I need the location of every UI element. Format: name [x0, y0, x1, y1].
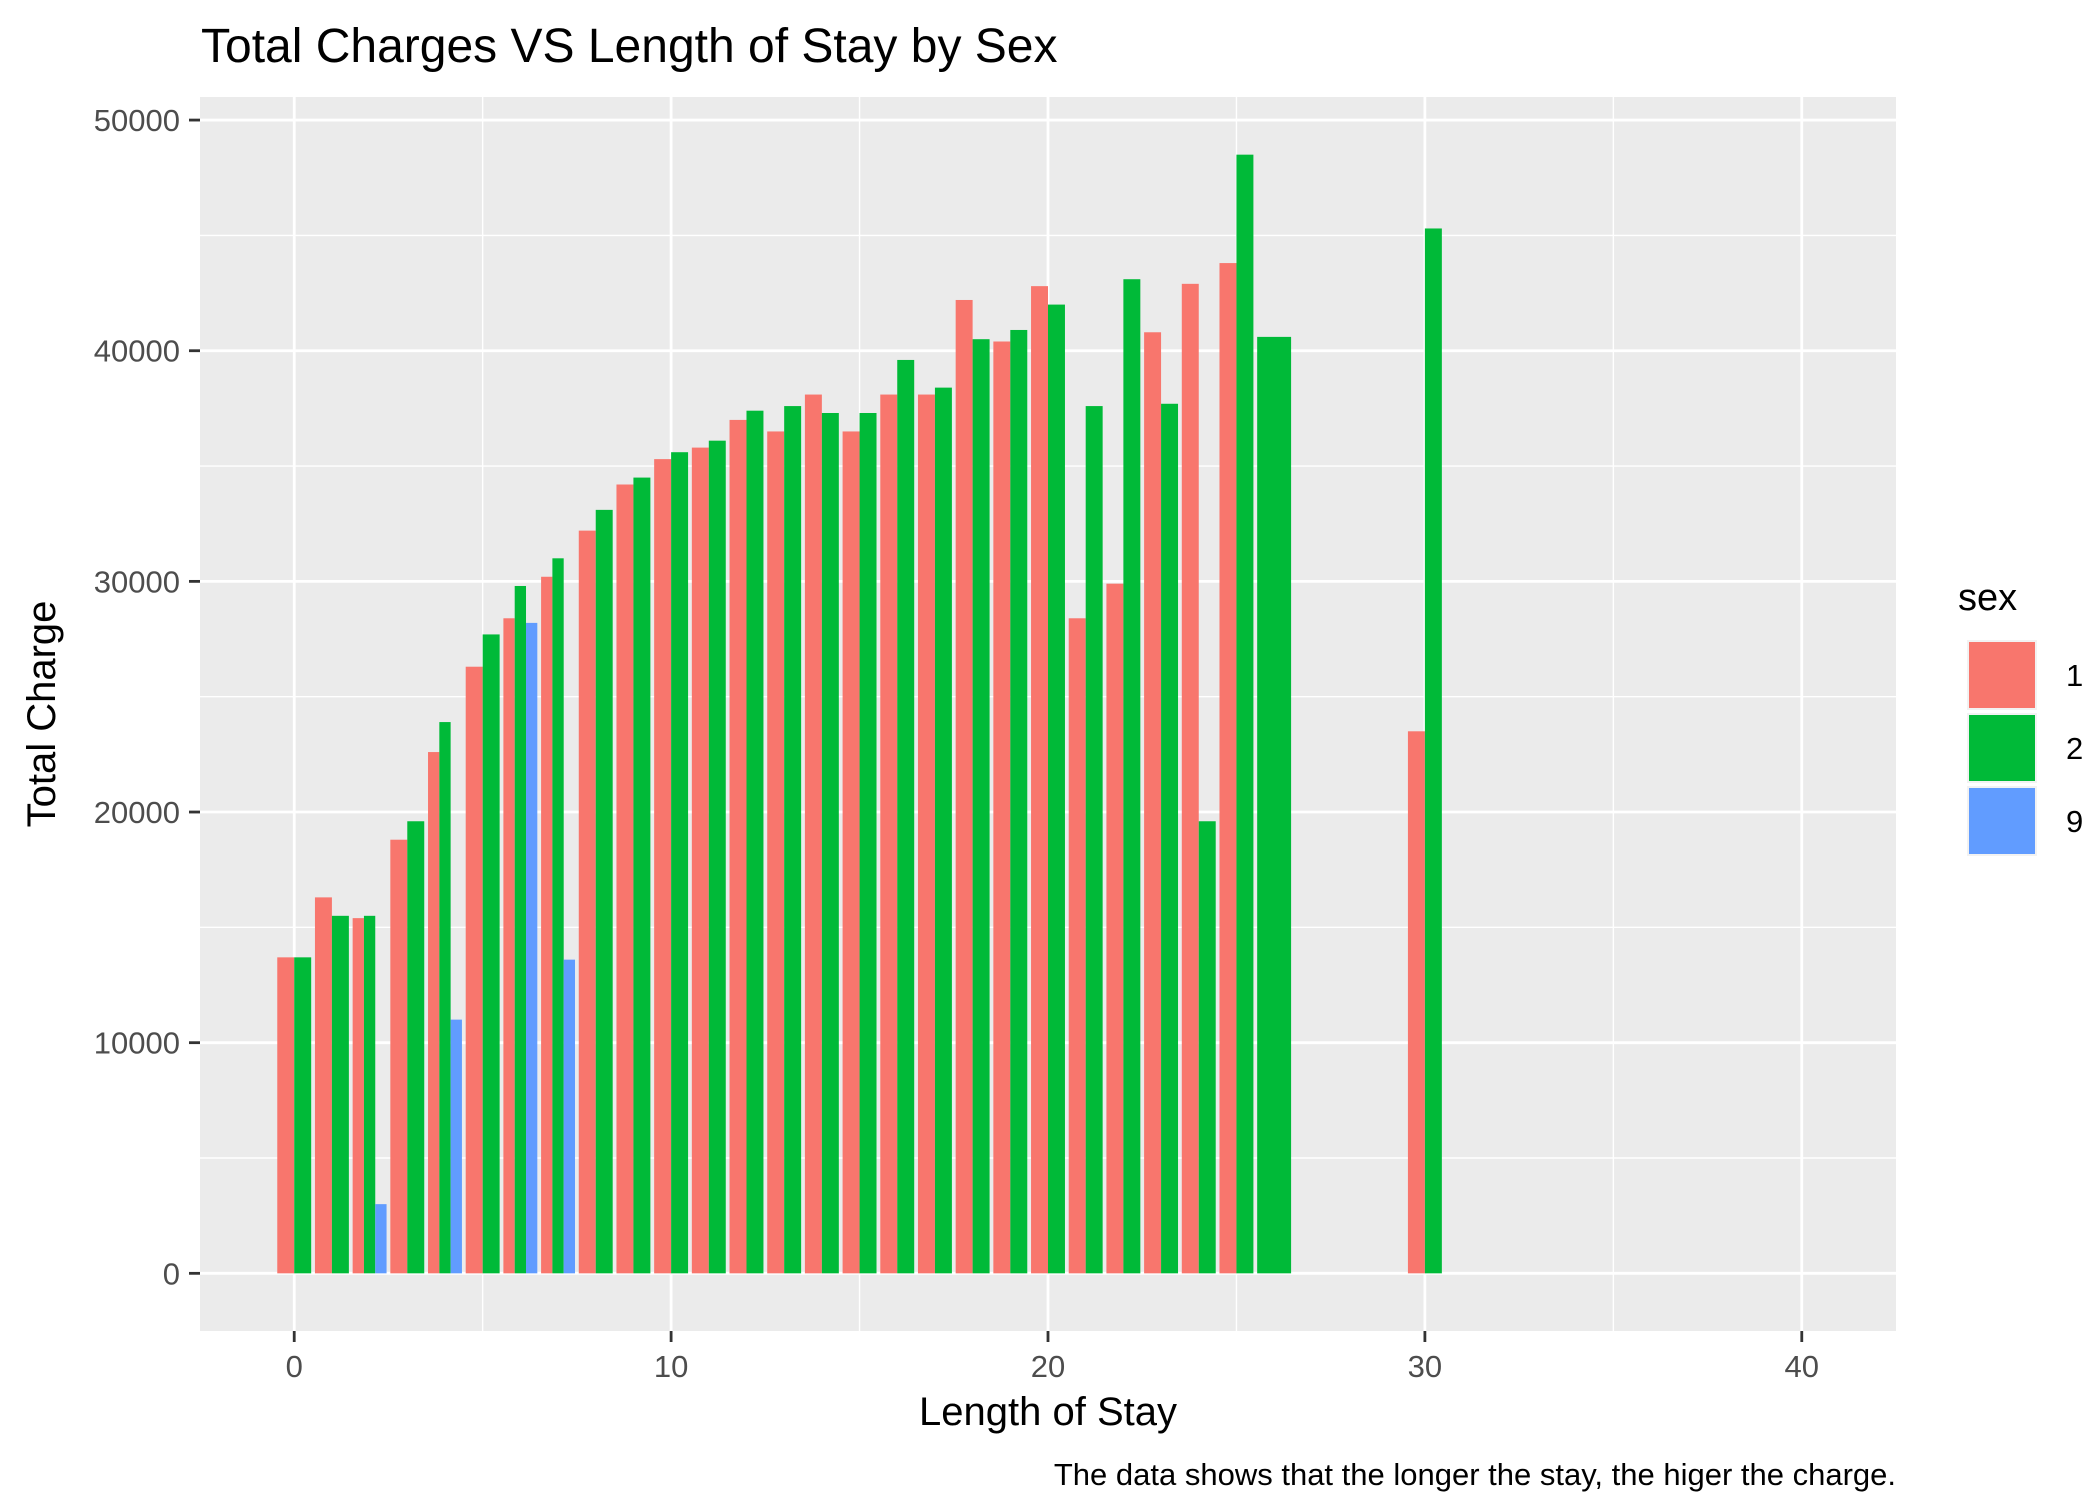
legend-key-sex-1 [1969, 642, 2035, 708]
bar-sex-9-stay-2 [375, 1204, 387, 1274]
bar-sex-1-stay-30 [1407, 731, 1425, 1274]
bar-sex-1-stay-7 [541, 576, 553, 1274]
legend-label-sex-9: 9 [2066, 804, 2083, 839]
bar-sex-2-stay-15 [859, 412, 877, 1274]
legend-label-sex-1: 1 [2066, 658, 2083, 693]
bar-sex-1-stay-21 [1068, 618, 1086, 1274]
bar-sex-2-stay-2 [363, 915, 376, 1274]
y-tick-label: 40000 [94, 334, 180, 369]
chart-caption: The data shows that the longer the stay,… [1054, 1457, 1896, 1492]
bar-sex-1-stay-23 [1144, 332, 1162, 1274]
y-axis-title: Total Charge [20, 601, 64, 828]
bar-sex-1-stay-18 [955, 299, 973, 1274]
bar-sex-1-stay-13 [767, 431, 785, 1274]
bar-sex-9-stay-6 [526, 622, 538, 1274]
bar-sex-1-stay-19 [993, 341, 1011, 1274]
bar-sex-1-stay-24 [1181, 283, 1199, 1274]
bar-sex-1-stay-20 [1031, 286, 1048, 1274]
bar-sex-2-stay-8 [595, 509, 613, 1274]
x-tick-label: 20 [1031, 1349, 1065, 1384]
bar-sex-1-stay-15 [842, 431, 860, 1274]
bar-sex-1-stay-9 [616, 484, 634, 1274]
y-tick-label: 20000 [94, 795, 180, 830]
y-axis: 0 10000 20000 30000 40000 50000 [94, 103, 200, 1291]
bar-sex-9-stay-7 [563, 959, 576, 1274]
bar-sex-2-stay-5 [482, 634, 500, 1274]
bar-sex-2-stay-24 [1198, 821, 1216, 1274]
bar-sex-1-stay-10 [654, 459, 672, 1274]
bar-sex-2-stay-30 [1424, 228, 1442, 1274]
bar-sex-2-stay-17 [934, 387, 952, 1274]
bar-sex-1-stay-16 [880, 394, 898, 1274]
bar-sex-2-stay-22 [1123, 279, 1141, 1274]
bar-sex-2-stay-25 [1236, 154, 1254, 1274]
bar-sex-2-stay-9 [633, 477, 651, 1274]
bar-sex-2-stay-20 [1048, 304, 1065, 1274]
bar-sex-2-stay-16 [897, 359, 915, 1274]
bar-sex-2-stay-11 [708, 440, 726, 1274]
bar-sex-2-stay-14 [821, 412, 839, 1274]
x-axis: 0 10 20 30 40 [286, 1331, 1819, 1384]
bar-sex-2-stay-23 [1161, 403, 1179, 1274]
bar-sex-2-stay-26 [1257, 336, 1292, 1274]
x-tick-label: 30 [1408, 1349, 1442, 1384]
bar-sex-2-stay-7 [552, 558, 564, 1274]
legend: sex 1 2 9 [1958, 577, 2083, 856]
bar-sex-1-stay-6 [503, 618, 515, 1274]
legend-key-sex-9 [1969, 788, 2035, 854]
bar-sex-2-stay-18 [972, 339, 990, 1274]
y-tick-label: 50000 [94, 103, 180, 138]
bar-sex-9-stay-4 [450, 1019, 462, 1274]
bar-sex-1-stay-1 [314, 897, 332, 1274]
bar-sex-1-stay-4 [428, 752, 440, 1274]
bar-sex-1-stay-5 [465, 666, 483, 1274]
bar-sex-1-stay-22 [1106, 583, 1124, 1274]
bar-sex-2-stay-13 [784, 406, 802, 1274]
bar-sex-1-stay-17 [917, 394, 935, 1274]
bar-sex-2-stay-0 [294, 957, 312, 1274]
bar-sex-2-stay-19 [1010, 329, 1028, 1274]
legend-title: sex [1958, 577, 2017, 619]
bar-sex-2-stay-21 [1085, 406, 1103, 1274]
bar-sex-1-stay-8 [578, 530, 596, 1274]
bar-sex-1-stay-11 [691, 447, 709, 1274]
legend-label-sex-2: 2 [2066, 731, 2083, 766]
chart-title: Total Charges VS Length of Stay by Sex [201, 20, 1058, 73]
bar-sex-2-stay-4 [439, 722, 451, 1274]
y-tick-label: 30000 [94, 564, 180, 599]
bar-sex-1-stay-12 [729, 419, 747, 1274]
y-tick-label: 0 [163, 1256, 180, 1291]
bar-sex-2-stay-6 [514, 585, 527, 1274]
x-axis-title: Length of Stay [919, 1390, 1177, 1434]
x-tick-label: 40 [1785, 1349, 1819, 1384]
bar-sex-1-stay-3 [390, 839, 408, 1274]
x-tick-label: 0 [286, 1349, 303, 1384]
x-tick-label: 10 [654, 1349, 688, 1384]
legend-key-sex-2 [1969, 715, 2035, 781]
y-tick-label: 10000 [94, 1026, 180, 1061]
bar-sex-2-stay-12 [746, 410, 764, 1274]
bars [277, 154, 1442, 1274]
bar-sex-2-stay-1 [331, 915, 349, 1274]
bar-sex-2-stay-3 [407, 821, 425, 1274]
bar-sex-2-stay-10 [671, 452, 689, 1274]
bar-sex-1-stay-2 [352, 918, 364, 1274]
bar-sex-1-stay-14 [804, 394, 822, 1274]
bar-sex-1-stay-25 [1219, 263, 1237, 1274]
bar-sex-1-stay-0 [277, 957, 295, 1274]
